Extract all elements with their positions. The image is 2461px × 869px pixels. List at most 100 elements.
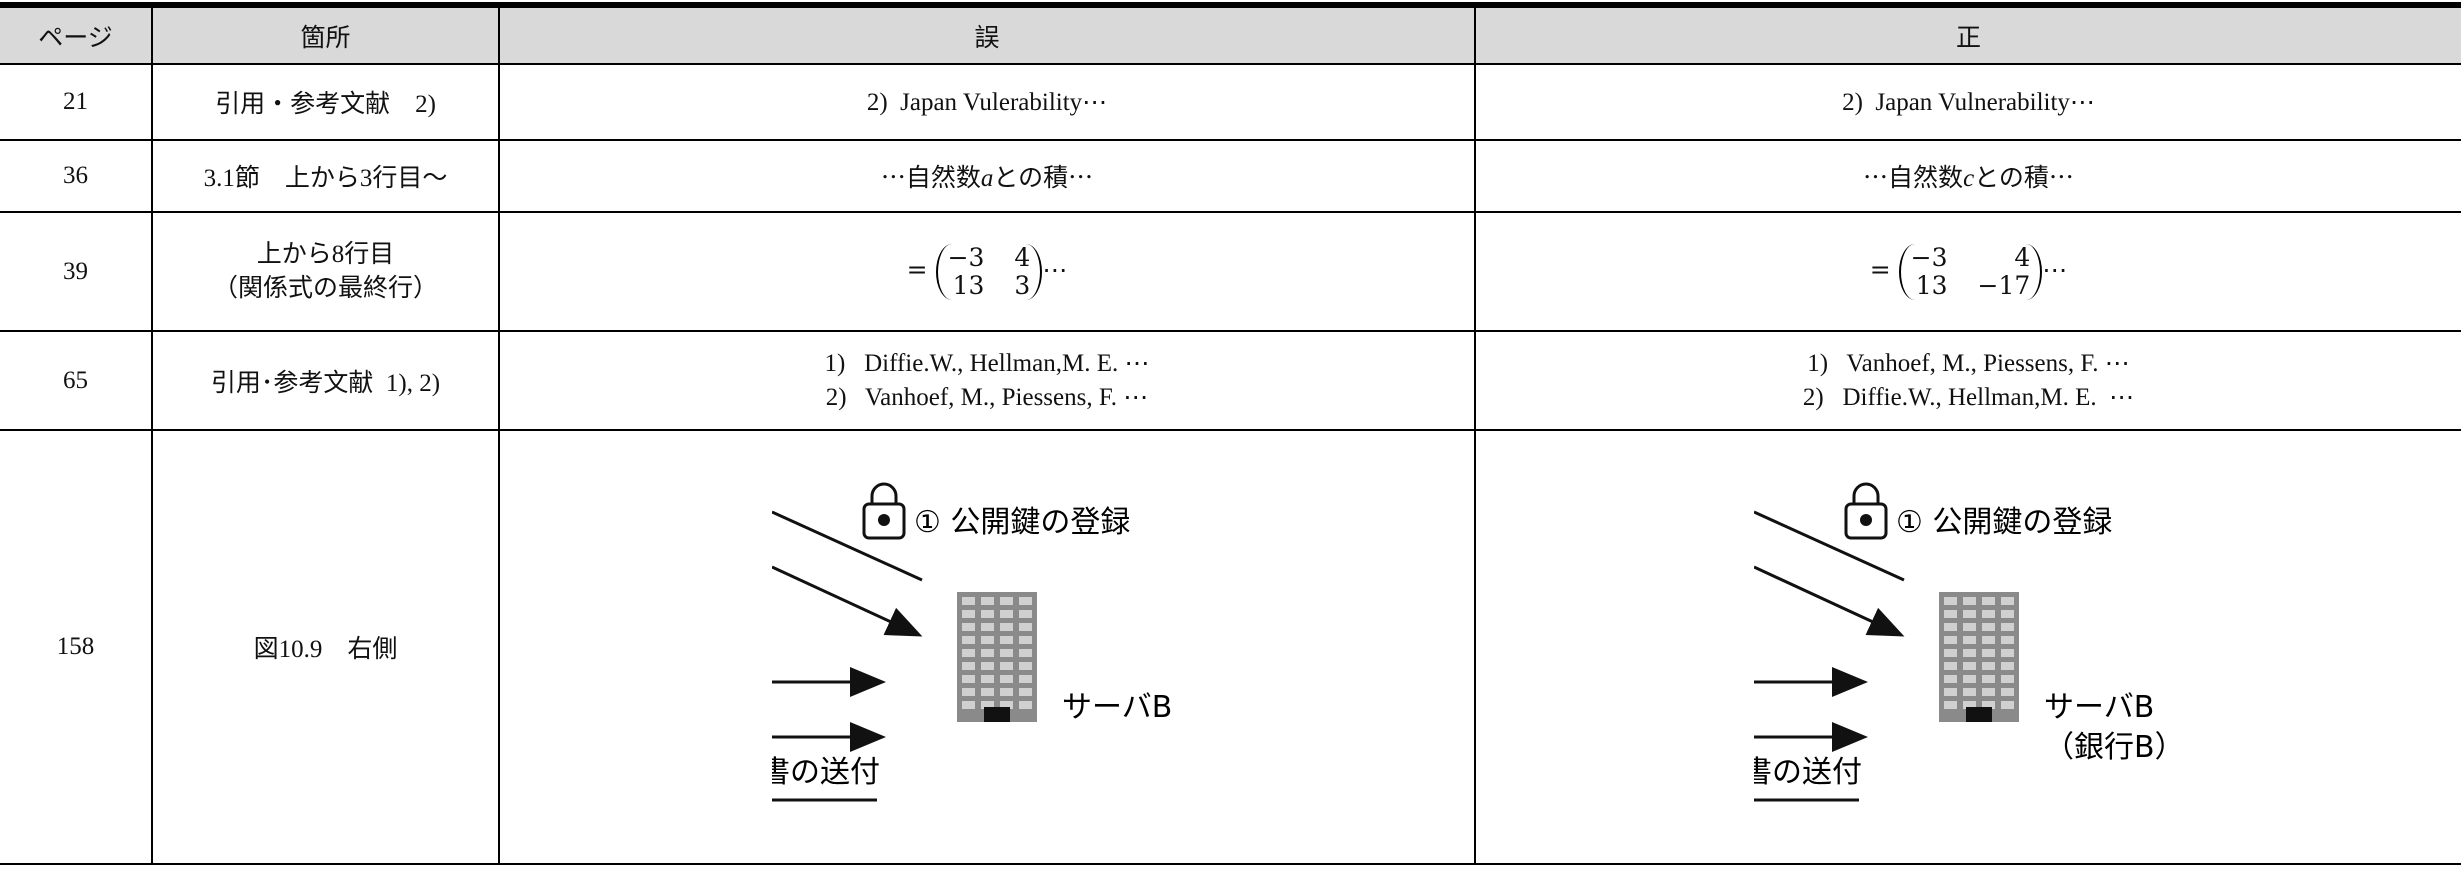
figure-label: 書の送付 <box>1754 755 1862 790</box>
building-window <box>1962 623 1976 631</box>
building-window <box>962 649 975 657</box>
building-window <box>1981 662 1995 670</box>
text: との積⋯ <box>993 165 1094 192</box>
building-window <box>1962 597 1976 605</box>
building-window <box>981 675 994 683</box>
building-window <box>1981 636 1995 644</box>
building-window <box>962 701 975 709</box>
building-window <box>1943 701 1957 709</box>
building-window <box>962 662 975 670</box>
building-window <box>981 649 994 657</box>
cell-line: 2) Diffie.W., Hellman,M. E. ⋯ <box>1802 383 2135 411</box>
building-window <box>1962 688 1976 696</box>
table-cell: ⋯自然数cとの積⋯ <box>1474 139 2461 213</box>
building-window <box>1981 701 1995 709</box>
figure-label: ① 公開鍵の登録 <box>914 505 1130 540</box>
building-window <box>1981 675 1995 683</box>
lock-shackle <box>1852 482 1879 504</box>
figure-label: （銀行B） <box>2044 730 2184 765</box>
table-cell: 158 <box>0 429 153 865</box>
matrix: −3 4 13 −17 <box>1898 242 2043 300</box>
text: ⋯自然数 <box>880 165 981 192</box>
building-window <box>962 636 975 644</box>
building-window <box>1019 597 1032 605</box>
table-cell: 39 <box>0 211 153 332</box>
building-window <box>1000 675 1013 683</box>
building-window <box>1000 662 1013 670</box>
building-window <box>1019 649 1032 657</box>
math: = −3 4 13 3 ⋯ <box>906 243 1068 300</box>
variable: c <box>1963 165 1975 192</box>
table-cell: 21 <box>0 63 153 141</box>
building-window <box>1962 636 1976 644</box>
header-row: ページ 箇所 誤 正 <box>0 4 2461 65</box>
building-door <box>984 707 1010 722</box>
building-window <box>1019 675 1032 683</box>
building-window <box>2000 636 2014 644</box>
building-window <box>1000 636 1013 644</box>
building-window <box>2000 623 2014 631</box>
matrix-entry: 4 <box>1014 242 1031 272</box>
building-window <box>981 636 994 644</box>
building-window <box>1981 688 1995 696</box>
building-window <box>962 597 975 605</box>
arrow-line <box>771 510 923 582</box>
table-cell: 引用・参考文献 2) <box>151 63 500 141</box>
cell-line: 1) Diffie.W., Hellman,M. E. ⋯ <box>824 349 1150 377</box>
header-cell: 箇所 <box>151 4 500 65</box>
building-window <box>1943 610 1957 618</box>
cell-line: 2) Vanhoef, M., Piessens, F. ⋯ <box>825 383 1149 411</box>
matrix: −3 4 13 3 <box>935 242 1043 300</box>
table-cell: 3.1節 上から3行目～ <box>151 139 500 213</box>
table-body: 21 引用・参考文献 2) 2) Japan Vulerability⋯ 2) Jap… <box>0 63 2461 865</box>
building-window <box>2000 610 2014 618</box>
table-row: 39 上から8行目 （関係式の最終行） = −3 4 13 3 ⋯ = −3 4 13 −17 ⋯ <box>0 211 2461 332</box>
math: = −3 4 13 −17 ⋯ <box>1869 243 2067 300</box>
building-window <box>1019 688 1032 696</box>
table-row: 36 3.1節 上から3行目～ ⋯自然数aとの積⋯ ⋯自然数cとの積⋯ <box>0 139 2461 213</box>
building-window <box>1000 649 1013 657</box>
building-window <box>981 623 994 631</box>
building-window <box>2000 675 2014 683</box>
table-cell: ① 公開鍵の登録 サーバB （銀行B） 書の送付 <box>1474 429 2461 865</box>
building-window <box>2000 597 2014 605</box>
variable: a <box>980 165 994 192</box>
table-cell: 2) Japan Vulnerability⋯ <box>1474 63 2461 141</box>
math-prefix: = <box>906 255 928 284</box>
text: との積⋯ <box>1974 165 2074 192</box>
lock-shackle <box>870 482 898 504</box>
building-window <box>981 610 994 618</box>
figure-label: 書の送付 <box>772 755 880 790</box>
lock-hole <box>1859 514 1872 526</box>
building-window <box>1943 636 1957 644</box>
matrix-entry: −17 <box>1977 270 2031 300</box>
building-window <box>1000 597 1013 605</box>
building-window <box>2000 649 2014 657</box>
table-row: 158 図10.9 右側 ① 公開鍵の登録サーバB 書の送付 ① 公開鍵の登録サーバB （… <box>0 429 2461 865</box>
building-window <box>1019 701 1032 709</box>
figure-label: サーバB <box>1062 690 1172 725</box>
table-cell: 上から8行目 （関係式の最終行） <box>151 211 500 332</box>
cell-line: 1) Vanhoef, M., Piessens, F. ⋯ <box>1807 349 2130 377</box>
cell-line: （関係式の最終行） <box>212 274 438 302</box>
building-window <box>1019 636 1032 644</box>
header-cell: 誤 <box>498 4 1476 65</box>
building-window <box>1000 623 1013 631</box>
arrow <box>1752 565 1904 637</box>
table-cell: = −3 4 13 3 ⋯ <box>498 211 1476 332</box>
figure-label: サーバB <box>2044 690 2154 725</box>
lock-hole <box>878 514 890 526</box>
math-prefix: = <box>1869 255 1891 284</box>
matrix-entry: 3 <box>1014 270 1031 300</box>
matrix-entry: 13 <box>1915 270 1948 300</box>
table-cell: 引用･参考文献 1), 2) <box>151 330 500 431</box>
header-cell: ページ <box>0 4 153 65</box>
building-window <box>1000 701 1013 709</box>
table-cell: 図10.9 右側 <box>151 429 500 865</box>
matrix-entry: −3 <box>1910 242 1948 272</box>
math-suffix: ⋯ <box>1042 255 1068 284</box>
